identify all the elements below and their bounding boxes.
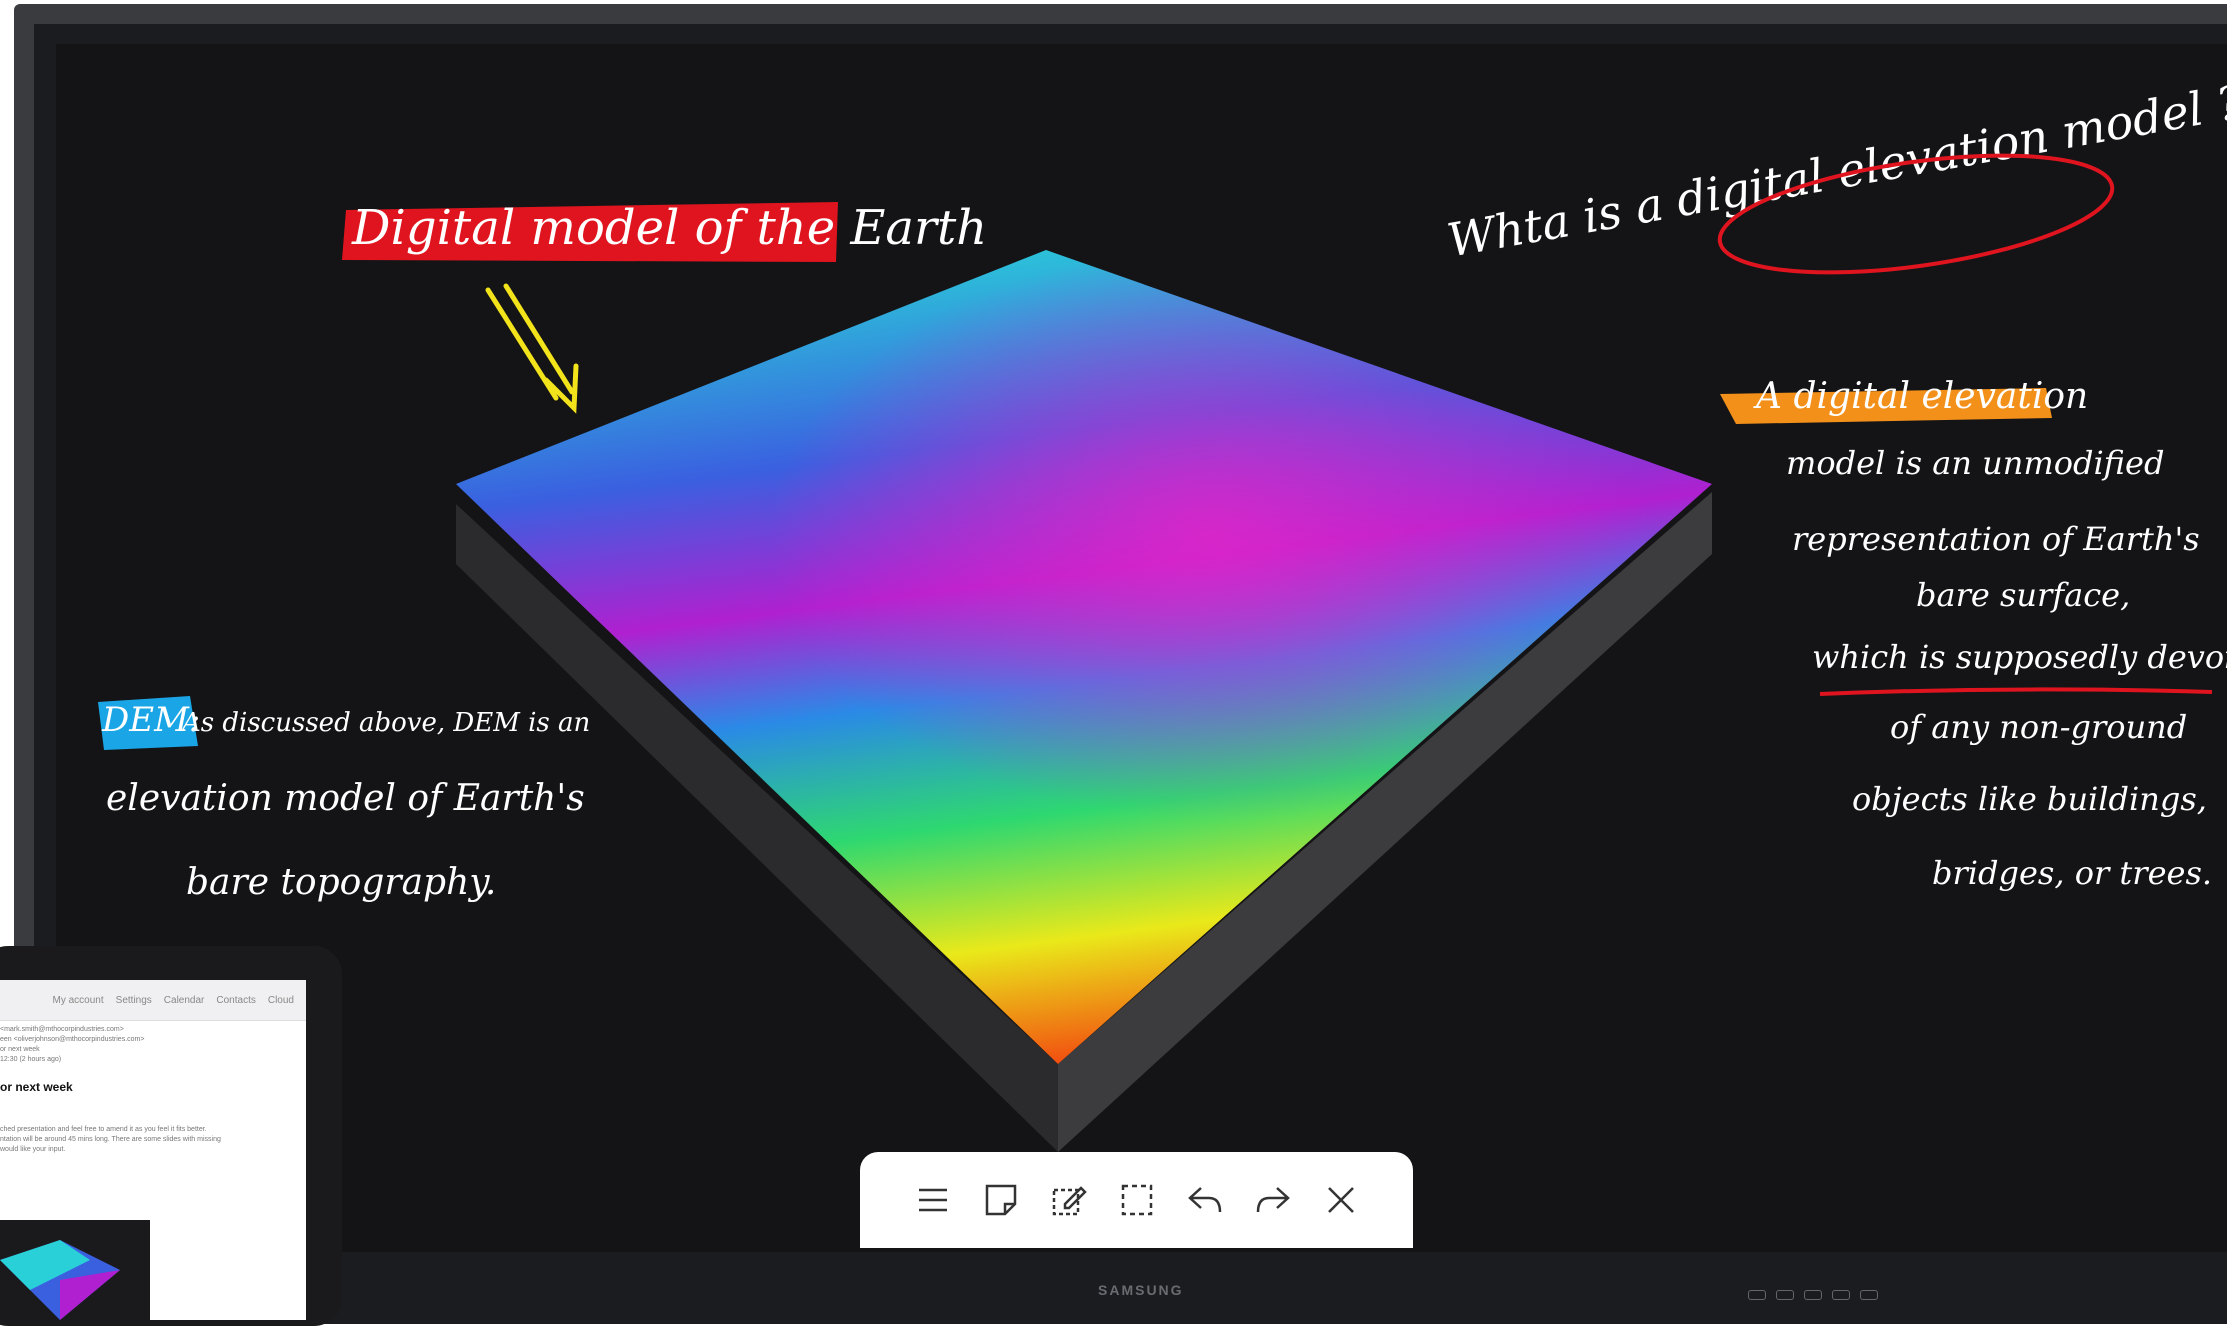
redo-icon[interactable] <box>1252 1179 1294 1221</box>
close-icon[interactable] <box>1320 1179 1362 1221</box>
edit-note-icon[interactable] <box>1048 1179 1090 1221</box>
nav-cloud[interactable]: Cloud <box>267 994 294 1006</box>
mail-body-3: would like your input. <box>0 1146 66 1153</box>
definition-line-2: representation of Earth's <box>1792 520 2200 558</box>
definition-line-3: bare surface, <box>1916 576 2131 614</box>
port-icon <box>1860 1290 1878 1300</box>
nav-my-account[interactable]: My account <box>52 994 104 1006</box>
dem-line-2: elevation model of Earth's <box>106 778 585 819</box>
mail-to: een <oliverjohnson@mthocorpindustries.co… <box>0 1036 145 1043</box>
monitor-ports <box>1748 1290 1878 1300</box>
dem-line-1: As discussed above, DEM is an <box>182 708 591 738</box>
thumbnail-terrain-image <box>0 1240 120 1320</box>
nav-contacts[interactable]: Contacts <box>216 994 256 1006</box>
attachment-thumbnail[interactable] <box>0 1220 150 1320</box>
dem-line-3: bare topography. <box>186 862 497 903</box>
menu-icon[interactable] <box>912 1179 954 1221</box>
definition-line-1: model is an unmodified <box>1786 444 2165 482</box>
mail-subject-small: or next week <box>0 1046 40 1053</box>
tablet-device: My account Settings Calendar Contacts Cl… <box>0 946 342 1326</box>
port-icon <box>1832 1290 1850 1300</box>
mail-body-2: ntation will be around 45 mins long. The… <box>0 1136 221 1143</box>
whiteboard-toolbar <box>860 1152 1413 1248</box>
port-icon <box>1804 1290 1822 1300</box>
select-icon[interactable] <box>1116 1179 1158 1221</box>
definition-brush-highlight <box>1720 388 2052 424</box>
dem-brush-highlight <box>98 696 198 750</box>
definition-line-6: objects like buildings, <box>1852 780 2207 818</box>
arrow-icon <box>485 283 579 414</box>
title-brush-highlight <box>342 202 838 262</box>
monitor-brand: SAMSUNG <box>1098 1282 1184 1298</box>
definition-line-7: bridges, or trees. <box>1932 854 2213 892</box>
mail-nav: My account Settings Calendar Contacts Cl… <box>0 980 306 1021</box>
definition-line-4: which is supposedly devoid <box>1812 638 2227 676</box>
definition-highlight: A digital elevation <box>1756 376 2089 417</box>
port-icon <box>1748 1290 1766 1300</box>
mail-body-1: ched presentation and feel free to amend… <box>0 1126 207 1133</box>
definition-line-5: of any non-ground <box>1890 708 2188 746</box>
nav-calendar[interactable]: Calendar <box>163 994 205 1006</box>
mail-time: 12:30 (2 hours ago) <box>0 1056 62 1063</box>
circle-annotation <box>1717 153 2115 275</box>
whiteboard-screen[interactable]: Digital model of the Earth Whta is a dig… <box>56 44 2227 1252</box>
tablet-screen: My account Settings Calendar Contacts Cl… <box>0 980 306 1320</box>
sticky-note-icon[interactable] <box>980 1179 1022 1221</box>
nav-settings[interactable]: Settings <box>115 994 152 1006</box>
board-title: Digital model of the Earth <box>352 200 988 256</box>
dem-tag: DEM: <box>102 700 201 740</box>
port-icon <box>1776 1290 1794 1300</box>
mail-subject: or next week <box>0 1080 73 1094</box>
underline-annotation <box>1819 687 2213 696</box>
undo-icon[interactable] <box>1184 1179 1226 1221</box>
mail-from: <mark.smith@mthocorpindustries.com> <box>0 1026 124 1033</box>
terrain-model-image <box>456 250 1712 1152</box>
